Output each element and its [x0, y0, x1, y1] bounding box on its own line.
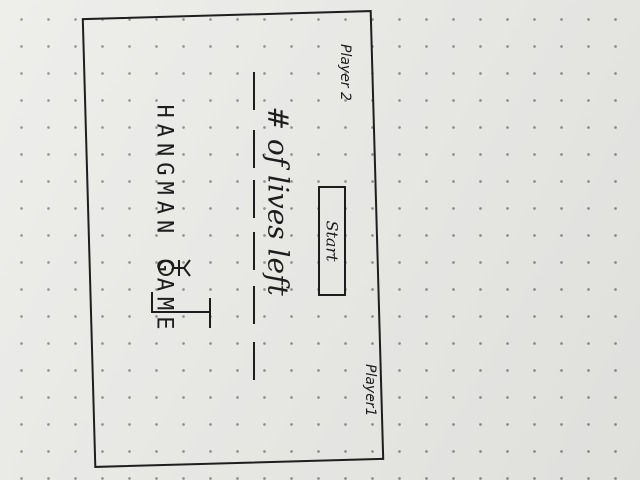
lives-left-label: # of lives left: [261, 106, 295, 296]
letter-blank: [253, 342, 255, 380]
player-1-label: Player1: [362, 364, 378, 417]
letter-blank: [253, 286, 255, 324]
start-button-label: Start: [322, 220, 342, 262]
letter-blank: [253, 130, 255, 168]
player-2-label: Player 2: [337, 44, 353, 101]
word-blanks: [244, 72, 274, 392]
letter-blank: [253, 232, 255, 270]
start-button[interactable]: Start: [318, 186, 346, 296]
letter-blank: [253, 180, 255, 218]
letter-blank: [253, 72, 255, 110]
gallows-icon: [151, 259, 211, 328]
